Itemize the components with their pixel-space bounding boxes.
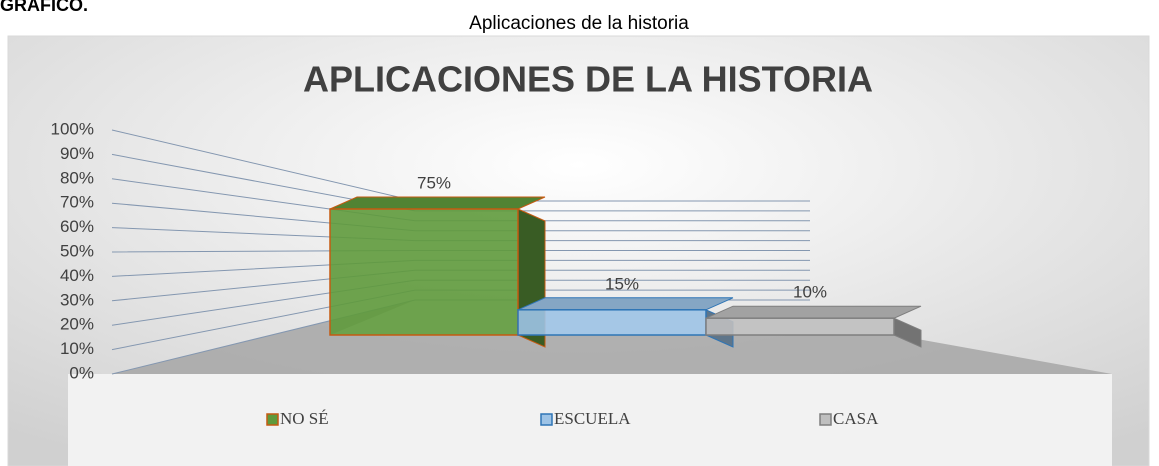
bar-top <box>705 305 922 319</box>
y-tick-label: 20% <box>60 315 94 334</box>
bar-top <box>329 196 546 210</box>
legend-swatch <box>266 413 279 426</box>
y-tick-label: 40% <box>60 266 94 285</box>
bar-top <box>517 297 734 311</box>
legend-label: NO SÉ <box>280 409 329 428</box>
legend-box <box>68 374 1112 466</box>
chart-title: APLICACIONES DE LA HISTORIA <box>303 59 873 100</box>
y-tick-label: 50% <box>60 241 94 260</box>
y-tick-label: 0% <box>69 363 94 382</box>
heading: GRAFICO. <box>0 0 88 15</box>
y-tick-label: 100% <box>51 119 94 138</box>
legend-label: ESCUELA <box>554 409 631 428</box>
legend-label: CASA <box>833 409 879 428</box>
bar <box>705 317 895 336</box>
caption: Aplicaciones de la historia <box>469 13 689 34</box>
y-tick-label: 80% <box>60 168 94 187</box>
bar <box>517 309 707 336</box>
value-label: 15% <box>605 274 639 293</box>
y-tick-label: 90% <box>60 144 94 163</box>
y-tick-label: 30% <box>60 290 94 309</box>
value-label: 75% <box>417 173 451 192</box>
legend-swatch <box>819 413 832 426</box>
bar <box>329 208 519 336</box>
y-tick-label: 60% <box>60 217 94 236</box>
y-tick-label: 70% <box>60 193 94 212</box>
value-label: 10% <box>793 283 827 302</box>
y-tick-label: 10% <box>60 339 94 358</box>
legend-swatch <box>540 413 553 426</box>
